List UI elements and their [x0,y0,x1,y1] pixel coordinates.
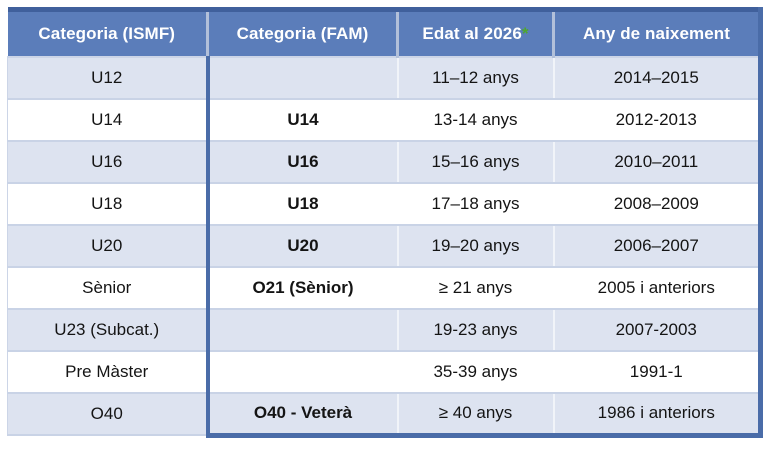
cell-any-naixement: 1986 i anteriors [552,393,763,438]
cell-any-naixement: 2010–2011 [552,141,763,184]
table-row: U14 U14 13-14 anys 2012-2013 [7,99,763,142]
categories-table: Categoria (ISMF) Categoria (FAM) Edat al… [7,7,763,438]
table-row: U20 U20 19–20 anys 2006–2007 [7,225,763,268]
header-edat-label: Edat al 2026 [422,24,522,43]
cell-categoria-ismf: U12 [7,57,208,100]
table-row: U18 U18 17–18 anys 2008–2009 [7,183,763,226]
cell-categoria-ismf: Sènior [7,267,208,310]
cell-categoria-fam: U20 [205,225,398,268]
header-edat: Edat al 2026* [396,9,554,58]
cell-edat: 17–18 anys [396,183,554,226]
cell-categoria-fam: U16 [205,141,398,184]
table-row: Sènior O21 (Sènior) ≥ 21 anys 2005 i ant… [7,267,763,310]
cell-categoria-fam: O21 (Sènior) [205,267,398,310]
table-row: U12 11–12 anys 2014–2015 [7,57,763,100]
cell-any-naixement: 2007-2003 [552,309,763,352]
cell-edat: 13-14 anys [396,99,554,142]
cell-categoria-ismf: O40 [7,393,208,436]
table-row: U16 U16 15–16 anys 2010–2011 [7,141,763,184]
cell-categoria-fam [205,57,398,100]
cell-any-naixement: 2006–2007 [552,225,763,268]
cell-categoria-ismf: Pre Màster [7,351,208,394]
table-row: Pre Màster 35-39 anys 1991-1 [7,351,763,394]
cell-edat: 19–20 anys [396,225,554,268]
cell-categoria-ismf: U20 [7,225,208,268]
cell-edat: 35-39 anys [396,351,554,394]
cell-categoria-ismf: U18 [7,183,208,226]
header-categoria-ismf: Categoria (ISMF) [7,9,208,58]
cell-categoria-ismf: U16 [7,141,208,184]
cell-categoria-ismf: U14 [7,99,208,142]
cell-categoria-fam [205,351,398,394]
header-categoria-fam: Categoria (FAM) [206,9,398,58]
cell-any-naixement: 2012-2013 [552,99,763,142]
header-any-naixement: Any de naixement [552,9,763,58]
footnote-asterisk: * [521,24,529,43]
cell-any-naixement: 2005 i anteriors [552,267,763,310]
cell-categoria-fam: U14 [205,99,398,142]
table-row: O40 O40 - Veterà ≥ 40 anys 1986 i anteri… [7,393,763,438]
cell-any-naixement: 1991-1 [552,351,763,394]
cell-edat: 11–12 anys [396,57,554,100]
table-row: U23 (Subcat.) 19-23 anys 2007-2003 [7,309,763,352]
cell-edat: ≥ 40 anys [396,393,554,438]
cell-categoria-fam: U18 [205,183,398,226]
cell-edat: ≥ 21 anys [396,267,554,310]
table-header-row: Categoria (ISMF) Categoria (FAM) Edat al… [7,9,763,58]
cell-categoria-ismf: U23 (Subcat.) [7,309,208,352]
cell-categoria-fam: O40 - Veterà [205,393,398,438]
cell-edat: 19-23 anys [396,309,554,352]
cell-categoria-fam [205,309,398,352]
cell-any-naixement: 2014–2015 [552,57,763,100]
cell-edat: 15–16 anys [396,141,554,184]
cell-any-naixement: 2008–2009 [552,183,763,226]
